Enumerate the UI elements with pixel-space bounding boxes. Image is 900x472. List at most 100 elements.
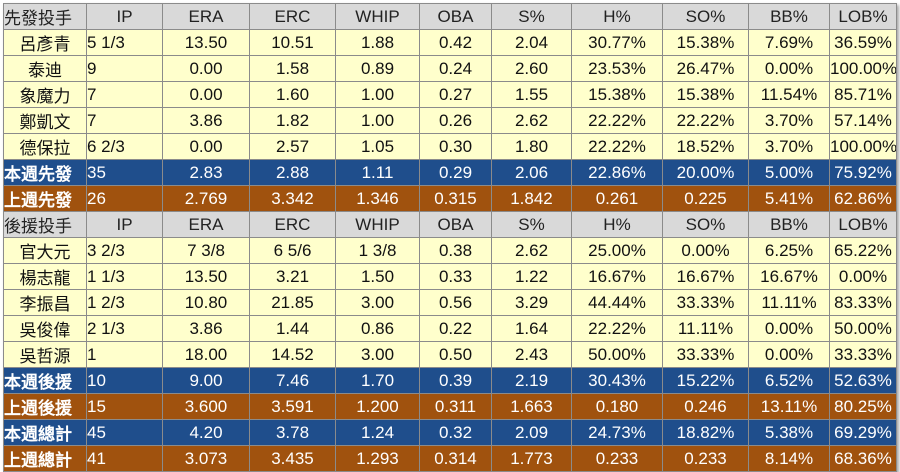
reliever-row: 吳哲源 1 18.00 14.52 3.00 0.50 2.43 50.00% 33.33% 0.… — [3, 341, 897, 368]
starter-row-erc-cell: 1.60 — [249, 81, 336, 108]
starter-row: 鄭凱文 7 3.86 1.82 1.00 0.26 2.62 22.22% 22.22% 3.70… — [3, 107, 897, 134]
starter-header-row-s-pct-cell: S% — [491, 3, 572, 30]
reliever-row-ip-cell: 1 1/3 — [86, 263, 163, 290]
starter-row-name-cell: 泰迪 — [3, 55, 87, 82]
total-this-week-row-bb-pct-cell: 5.38% — [748, 419, 830, 446]
starter-row-lob-pct-cell: 85.71% — [829, 81, 897, 108]
reliever-row-name-cell: 吳俊偉 — [3, 315, 87, 342]
reliever-this-week-row-oba-cell: 0.39 — [419, 367, 492, 394]
starter-row: 德保拉 6 2/3 0.00 2.57 1.05 0.30 1.80 22.22% 18.52%… — [3, 133, 897, 160]
reliever-row-ip-cell: 3 2/3 — [86, 237, 163, 264]
reliever-last-week-row-bb-pct-cell: 13.11% — [748, 393, 830, 420]
reliever-row-h-pct-cell: 50.00% — [571, 341, 663, 368]
pitching-stats-table: 先發投手 IP ERA ERC WHIP OBA S% H% SO% BB% LOB% 呂彥青 5 1/… — [3, 3, 897, 472]
starter-row-lob-pct-cell: 100.00% — [829, 55, 897, 82]
starter-header-row-whip-cell: WHIP — [335, 3, 420, 30]
starter-row-bb-pct-cell: 11.54% — [748, 81, 830, 108]
starter-last-week-row-lob-pct-cell: 62.86% — [829, 185, 897, 212]
starter-row-name-cell: 呂彥青 — [3, 29, 87, 56]
starter-row-name-cell: 德保拉 — [3, 133, 87, 160]
starter-row-oba-cell: 0.42 — [419, 29, 492, 56]
starter-row-so-pct-cell: 18.52% — [662, 133, 749, 160]
reliever-row-erc-cell: 6 5/6 — [249, 237, 336, 264]
reliever-row-lob-pct-cell: 83.33% — [829, 289, 897, 316]
total-last-week-row-so-pct-cell: 0.233 — [662, 445, 749, 472]
reliever-last-week-row-oba-cell: 0.311 — [419, 393, 492, 420]
starter-row-h-pct-cell: 15.38% — [571, 81, 663, 108]
starter-last-week-row-name-cell: 上週先發 — [3, 185, 87, 212]
starter-row-era-cell: 3.86 — [162, 107, 250, 134]
starter-row-so-pct-cell: 15.38% — [662, 81, 749, 108]
reliever-row-so-pct-cell: 16.67% — [662, 263, 749, 290]
reliever-row-whip-cell: 3.00 — [335, 341, 420, 368]
starter-row-erc-cell: 1.82 — [249, 107, 336, 134]
starter-row-ip-cell: 6 2/3 — [86, 133, 163, 160]
starter-this-week-row-bb-pct-cell: 5.00% — [748, 159, 830, 186]
starter-row-name-cell: 象魔力 — [3, 81, 87, 108]
starter-row-erc-cell: 1.58 — [249, 55, 336, 82]
reliever-row-ip-cell: 2 1/3 — [86, 315, 163, 342]
total-this-week-row-name-cell: 本週總計 — [3, 419, 87, 446]
total-last-week-row-s-pct-cell: 1.773 — [491, 445, 572, 472]
reliever-row-whip-cell: 1.50 — [335, 263, 420, 290]
reliever-row-s-pct-cell: 1.22 — [491, 263, 572, 290]
reliever-row-ip-cell: 1 — [86, 341, 163, 368]
starter-last-week-row-s-pct-cell: 1.842 — [491, 185, 572, 212]
starter-row-erc-cell: 10.51 — [249, 29, 336, 56]
reliever-row-s-pct-cell: 2.62 — [491, 237, 572, 264]
reliever-last-week-row-h-pct-cell: 0.180 — [571, 393, 663, 420]
reliever-row-so-pct-cell: 33.33% — [662, 341, 749, 368]
reliever-header-row-whip-cell: WHIP — [335, 211, 420, 238]
starter-row-bb-pct-cell: 3.70% — [748, 133, 830, 160]
reliever-row-ip-cell: 1 2/3 — [86, 289, 163, 316]
reliever-row-era-cell: 7 3/8 — [162, 237, 250, 264]
total-last-week-row-lob-pct-cell: 68.36% — [829, 445, 897, 472]
reliever-last-week-row-name-cell: 上週後援 — [3, 393, 87, 420]
total-this-week-row: 本週總計 45 4.20 3.78 1.24 0.32 2.09 24.73% 18.82% 5.… — [3, 419, 897, 446]
starter-row-era-cell: 0.00 — [162, 55, 250, 82]
reliever-row-whip-cell: 3.00 — [335, 289, 420, 316]
reliever-row-so-pct-cell: 33.33% — [662, 289, 749, 316]
total-this-week-row-s-pct-cell: 2.09 — [491, 419, 572, 446]
reliever-header-row-era-cell: ERA — [162, 211, 250, 238]
starter-row-era-cell: 13.50 — [162, 29, 250, 56]
reliever-this-week-row-name-cell: 本週後援 — [3, 367, 87, 394]
starter-row-s-pct-cell: 1.55 — [491, 81, 572, 108]
reliever-row-h-pct-cell: 44.44% — [571, 289, 663, 316]
total-this-week-row-erc-cell: 3.78 — [249, 419, 336, 446]
reliever-row-era-cell: 18.00 — [162, 341, 250, 368]
starter-row-era-cell: 0.00 — [162, 81, 250, 108]
starter-row-whip-cell: 1.00 — [335, 107, 420, 134]
reliever-header-row-bb-pct-cell: BB% — [748, 211, 830, 238]
starter-header-row-erc-cell: ERC — [249, 3, 336, 30]
starter-row-s-pct-cell: 2.60 — [491, 55, 572, 82]
reliever-row-h-pct-cell: 22.22% — [571, 315, 663, 342]
reliever-header-row-s-pct-cell: S% — [491, 211, 572, 238]
reliever-row-lob-pct-cell: 50.00% — [829, 315, 897, 342]
reliever-this-week-row-s-pct-cell: 2.19 — [491, 367, 572, 394]
starter-last-week-row-ip-cell: 26 — [86, 185, 163, 212]
reliever-row-name-cell: 吳哲源 — [3, 341, 87, 368]
starter-row-h-pct-cell: 23.53% — [571, 55, 663, 82]
total-last-week-row-whip-cell: 1.293 — [335, 445, 420, 472]
reliever-row-name-cell: 楊志龍 — [3, 263, 87, 290]
starter-row-whip-cell: 1.88 — [335, 29, 420, 56]
starter-last-week-row-so-pct-cell: 0.225 — [662, 185, 749, 212]
starter-row-oba-cell: 0.26 — [419, 107, 492, 134]
reliever-header-row-so-pct-cell: SO% — [662, 211, 749, 238]
reliever-row-s-pct-cell: 1.64 — [491, 315, 572, 342]
starter-row-whip-cell: 1.00 — [335, 81, 420, 108]
starter-row-s-pct-cell: 2.04 — [491, 29, 572, 56]
reliever-row: 楊志龍 1 1/3 13.50 3.21 1.50 0.33 1.22 16.67% 16.67… — [3, 263, 897, 290]
total-last-week-row-ip-cell: 41 — [86, 445, 163, 472]
starter-row-so-pct-cell: 26.47% — [662, 55, 749, 82]
reliever-this-week-row-bb-pct-cell: 6.52% — [748, 367, 830, 394]
reliever-row-s-pct-cell: 3.29 — [491, 289, 572, 316]
starter-this-week-row-erc-cell: 2.88 — [249, 159, 336, 186]
total-this-week-row-oba-cell: 0.32 — [419, 419, 492, 446]
total-last-week-row-bb-pct-cell: 8.14% — [748, 445, 830, 472]
reliever-header-row: 後援投手 IP ERA ERC WHIP OBA S% H% SO% BB% LOB% — [3, 211, 897, 238]
reliever-row-era-cell: 10.80 — [162, 289, 250, 316]
reliever-row-erc-cell: 1.44 — [249, 315, 336, 342]
reliever-header-row-name-cell: 後援投手 — [3, 211, 87, 238]
